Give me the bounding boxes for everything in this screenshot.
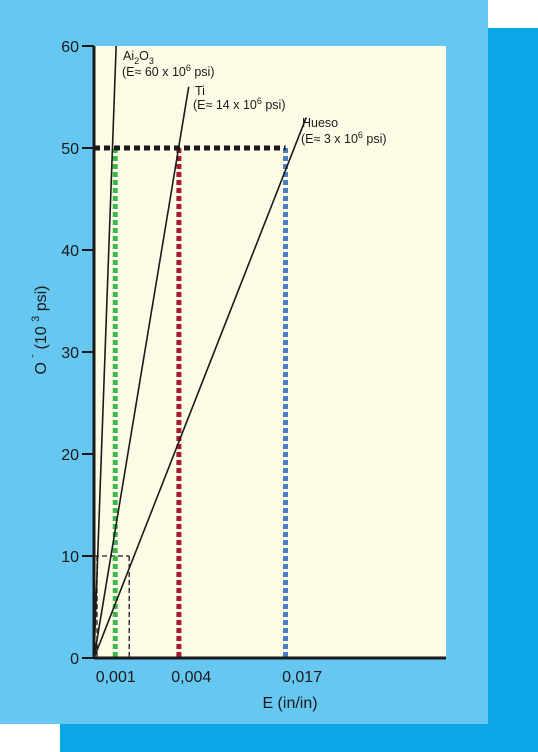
y-axis-title: O ˉ (10 3 psi) (26, 286, 50, 375)
x-axis-title: E (in/in) (262, 695, 317, 712)
formula-part: (E (301, 132, 314, 146)
y-tick-label: 60 (61, 39, 79, 56)
y-tick-label: 40 (61, 243, 79, 260)
series-formula: (E≈ 14 x 106 psi) (193, 96, 286, 112)
plot-area (94, 46, 446, 658)
series-formula: (E≈ 60 x 106 psi) (122, 63, 215, 79)
x-tick-label: 0,004 (171, 669, 211, 686)
formula-part: ≈ (314, 132, 321, 146)
formula-part: (E (193, 98, 206, 112)
x-tick-label: 0,017 (282, 669, 322, 686)
formula-part: psi) (363, 132, 387, 146)
y-tick-label: 20 (61, 447, 79, 464)
series-label-hueso: Hueso (302, 116, 338, 130)
y-axis-title-dash: ˉ (31, 354, 43, 358)
y-axis-title-unit: psi) (33, 286, 50, 312)
x-axis-ticks: 0,001 0,004 0,017 (96, 669, 322, 686)
series-lines (93, 45, 307, 659)
series-formula: (E≈ 3 x 106 psi) (301, 130, 387, 146)
series-line (93, 45, 117, 659)
series-line (93, 117, 307, 659)
label-part: O (139, 49, 149, 63)
y-axis-ticks: 0 10 20 30 40 50 60 (61, 39, 94, 668)
series-label-ti: Ti (195, 84, 205, 98)
y-tick-label: 0 (70, 651, 79, 668)
label-part: 2 (134, 56, 139, 66)
formula-part: psi) (262, 98, 286, 112)
formula-part: 6 (257, 96, 262, 106)
x-tick-label: 0,001 (96, 669, 136, 686)
y-tick-label: 50 (61, 141, 79, 158)
formula-part: 6 (186, 63, 191, 73)
series-label-al2o3: Ai2O3 (123, 49, 154, 66)
formula-part: (E (122, 65, 135, 79)
formula-part: ≈ (135, 65, 142, 79)
y-axis-title-paren: (10 (33, 326, 50, 349)
label-part: 3 (149, 56, 154, 66)
formula-part: 60 x 10 (141, 65, 186, 79)
series-line (93, 86, 190, 659)
y-axis-title-exponent: 3 (30, 316, 42, 322)
formula-part: psi) (191, 65, 215, 79)
formula-part: 14 x 10 (212, 98, 257, 112)
formula-part: ≈ (206, 98, 213, 112)
formula-part: 6 (358, 130, 363, 140)
y-axis-title-symbol: O (33, 362, 50, 374)
label-part: Ai (123, 49, 134, 63)
series-annotations: Ai2O3(E≈ 60 x 106 psi)Ti(E≈ 14 x 106 psi… (122, 49, 387, 146)
formula-part: 3 x 10 (320, 132, 358, 146)
y-tick-label: 30 (61, 345, 79, 362)
y-tick-label: 10 (61, 549, 79, 566)
